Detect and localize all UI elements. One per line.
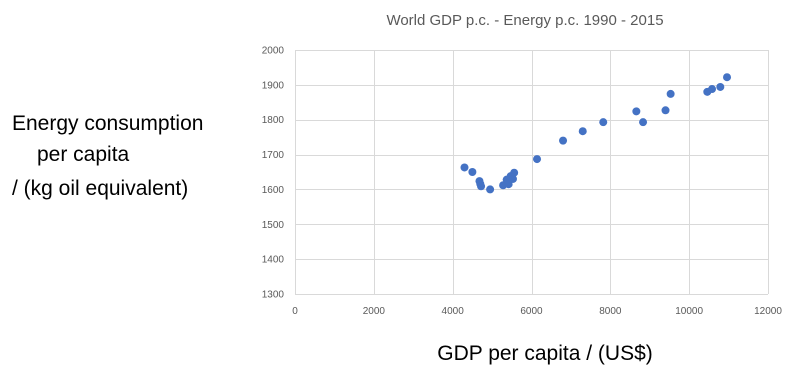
y-tick-label: 1800 <box>262 115 285 126</box>
y-tick-label: 2000 <box>262 46 285 57</box>
data-point <box>578 127 587 136</box>
data-point <box>510 168 519 177</box>
x-tick-label: 2000 <box>363 306 386 317</box>
x-tick-label: 8000 <box>599 306 622 317</box>
data-point <box>559 136 568 145</box>
data-point <box>508 174 517 183</box>
tick-labels: 0 2000 4000 6000 8000 10000 12000 1300 1400 1500 1… <box>262 46 783 318</box>
y-tick-label: 1700 <box>262 150 285 161</box>
data-point <box>599 118 608 127</box>
x-tick-label: 10000 <box>675 306 703 317</box>
y-tick-label: 1500 <box>262 220 285 231</box>
y-axis-label-line: Energy consumption <box>12 112 203 135</box>
data-points <box>460 73 732 194</box>
x-tick-label: 0 <box>292 306 298 317</box>
x-tick-label: 6000 <box>520 306 543 317</box>
data-point <box>486 185 495 194</box>
data-point <box>723 73 732 82</box>
y-tick-label: 1900 <box>262 80 285 91</box>
data-point <box>477 182 486 191</box>
y-axis-label-line: per capita <box>37 143 130 166</box>
y-axis-label: Energy consumption per capita / (kg oil eq… <box>12 112 203 200</box>
x-tick-label: 12000 <box>754 306 782 317</box>
data-point <box>708 85 717 94</box>
data-point <box>632 107 641 116</box>
data-point <box>666 89 675 98</box>
data-point <box>468 168 477 176</box>
y-tick-label: 1600 <box>262 185 285 196</box>
data-point <box>639 118 648 127</box>
data-point <box>533 155 542 164</box>
data-point <box>716 82 725 91</box>
gridlines <box>295 50 769 295</box>
y-tick-label: 1400 <box>262 255 285 266</box>
y-tick-label: 1300 <box>262 290 285 301</box>
chart-title: World GDP p.c. - Energy p.c. 1990 - 2015 <box>386 12 663 29</box>
x-axis-label: GDP per capita / (US$) <box>437 342 653 365</box>
x-tick-label: 4000 <box>442 306 465 317</box>
y-axis-label-line: / (kg oil equivalent) <box>12 177 188 200</box>
data-point <box>661 106 670 115</box>
data-point <box>460 163 469 172</box>
